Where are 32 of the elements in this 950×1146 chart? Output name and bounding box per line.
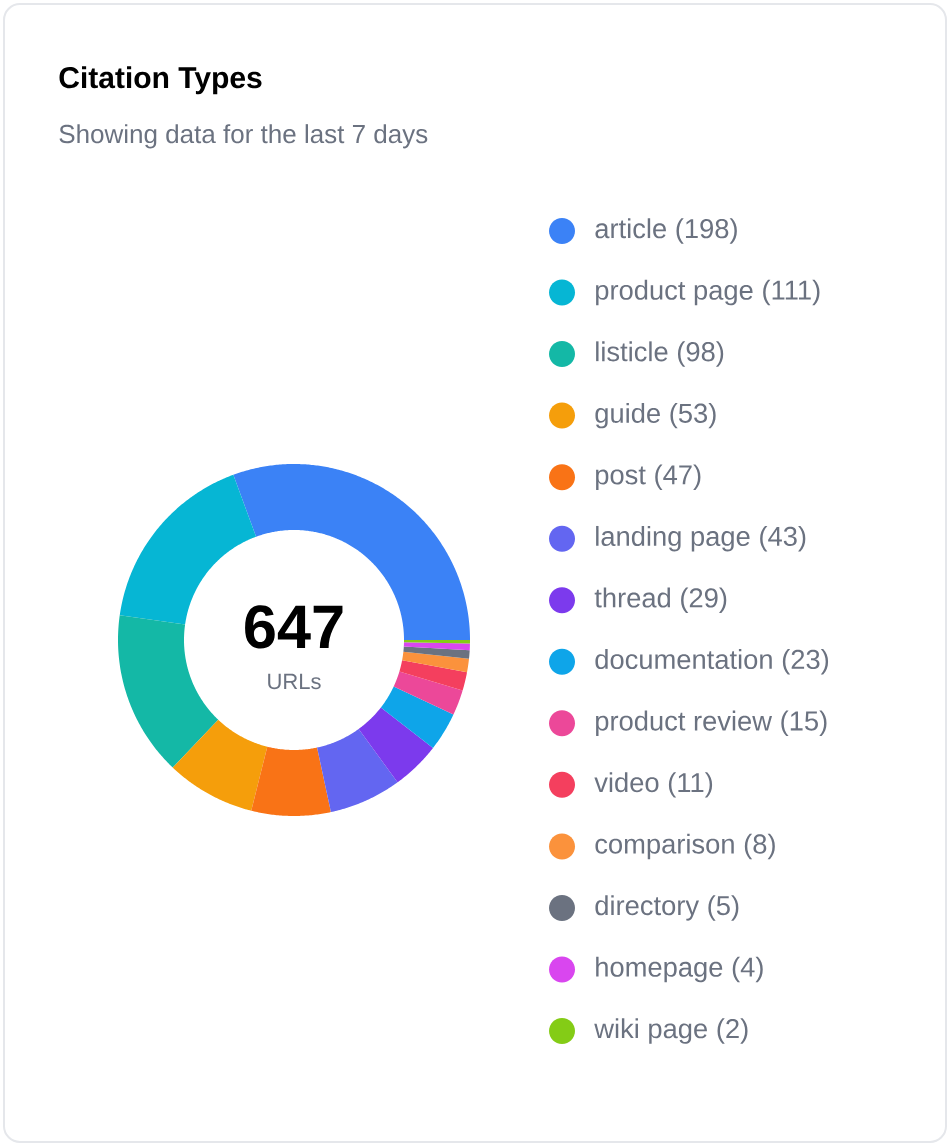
legend-label: listicle: [596, 341, 668, 362]
data-label: (4): [732, 956, 763, 983]
data-label: (8): [744, 833, 775, 860]
legend-label: comparison: [595, 833, 734, 860]
data-label: (15): [781, 710, 827, 737]
legend-label: article: [595, 218, 666, 239]
legend-label: directory: [595, 895, 700, 921]
chart-title: Citation Types: [59, 66, 262, 95]
text: URLs: [268, 673, 321, 690]
text: 647: [245, 605, 343, 649]
data-label: (47): [655, 464, 701, 490]
data-label: (11): [668, 772, 713, 798]
data-label: (98): [677, 341, 724, 367]
data-label: (53): [670, 402, 716, 429]
chart-subtitle: Showing data for the last 7 days: [59, 124, 428, 149]
legend-label: product page: [596, 279, 753, 306]
legend-label: landing page: [596, 525, 750, 552]
data-label: (23): [782, 649, 829, 675]
legend-label: thread: [594, 587, 671, 608]
legend-label: wiki page: [594, 1018, 707, 1044]
data-label: (5): [708, 895, 739, 921]
legend-label: product review: [596, 710, 773, 737]
data-label: (43): [760, 525, 806, 552]
legend-label: homepage: [596, 956, 723, 983]
data-label: (111): [763, 279, 820, 306]
legend-label: documentation: [595, 649, 772, 670]
legend-label: video: [594, 772, 659, 793]
legend-label: guide: [595, 402, 660, 429]
data-label: (198): [676, 218, 737, 244]
data-label: (2): [717, 1018, 748, 1044]
legend-label: post: [596, 466, 646, 490]
data-label: (29): [681, 587, 727, 613]
